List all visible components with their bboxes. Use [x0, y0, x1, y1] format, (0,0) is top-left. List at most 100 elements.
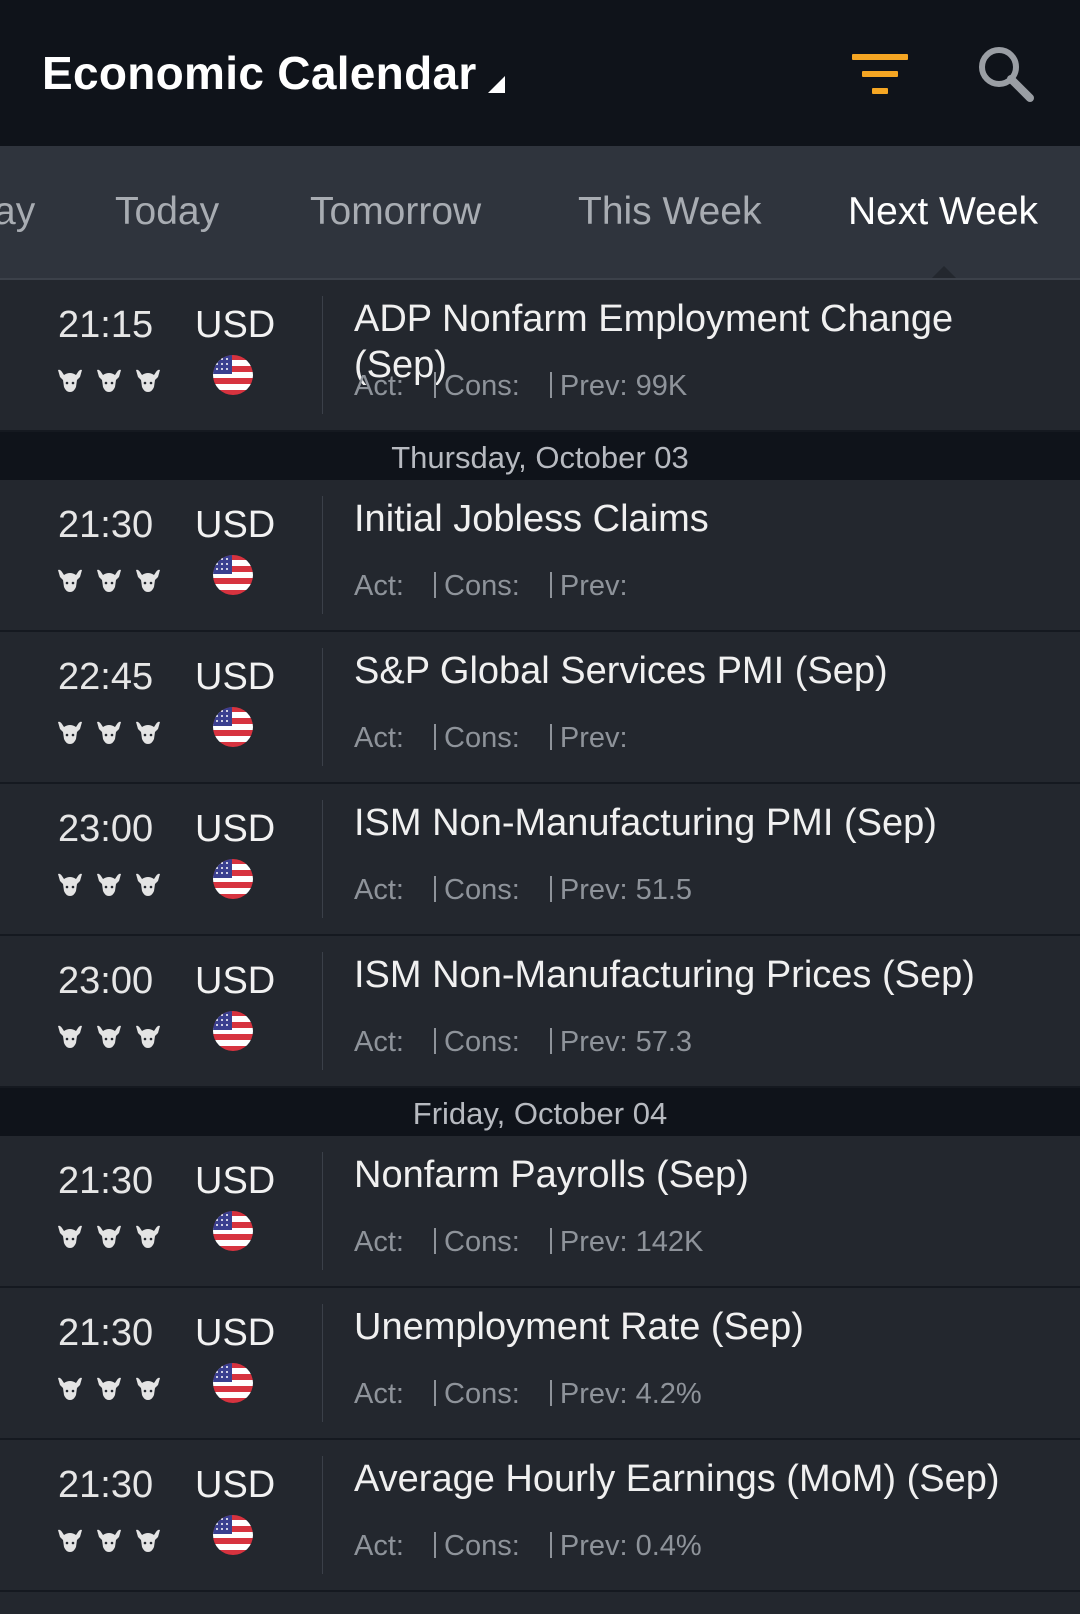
event-title: ISM Non-Manufacturing Prices (Sep): [354, 954, 975, 996]
actual-label: Act:: [354, 1378, 404, 1410]
event-time: 21:30: [58, 1312, 154, 1354]
bull-icon: [136, 369, 160, 392]
us-flag-icon: [212, 354, 254, 396]
us-flag-icon: [212, 1514, 254, 1556]
event-values: Act: Cons: Prev: 99K: [354, 370, 687, 403]
consensus-label: Cons:: [444, 874, 520, 906]
dropdown-caret-icon[interactable]: [488, 76, 505, 93]
importance-bulls: [52, 1220, 164, 1254]
column-divider: [322, 800, 323, 918]
tab-today[interactable]: Today: [115, 190, 220, 233]
bull-icon: [97, 721, 121, 744]
consensus-label: Cons:: [444, 370, 520, 402]
event-row[interactable]: 21:15 USD ADP Nonfarm Employment Change (S…: [0, 280, 1080, 432]
event-time: 22:45: [58, 656, 154, 698]
us-flag-icon: [212, 1362, 254, 1404]
value-separator: [434, 572, 437, 598]
importance-bulls: [52, 868, 164, 902]
bull-icon: [97, 873, 121, 896]
column-divider: [322, 496, 323, 614]
date-range-tabs: ay Today Tomorrow This Week Next Week: [0, 146, 1080, 280]
filter-icon[interactable]: [850, 52, 910, 96]
bull-icon: [58, 1025, 82, 1048]
event-values: Act: Cons: Prev: 0.4%: [354, 1530, 702, 1563]
page-title[interactable]: Economic Calendar: [42, 47, 477, 99]
event-row[interactable]: 23:00 USD ISM Non-Manufacturing PMI (Sep) A…: [0, 784, 1080, 936]
event-values: Act: Cons: Prev:: [354, 722, 628, 755]
event-currency: USD: [195, 504, 276, 546]
previous-label: Prev:: [559, 1226, 628, 1258]
value-separator: [434, 876, 437, 902]
column-divider: [322, 1304, 323, 1422]
previous-label: Prev:: [559, 1530, 628, 1562]
consensus-label: Cons:: [444, 570, 520, 602]
consensus-label: Cons:: [444, 722, 520, 754]
event-currency: USD: [195, 1160, 276, 1202]
event-row[interactable]: 21:30 USD Unemployment Rate (Sep) Act: Cons…: [0, 1288, 1080, 1440]
value-separator: [549, 572, 552, 598]
event-values: Act: Cons: Prev: 57.3: [354, 1026, 692, 1059]
previous-value: 99K: [635, 370, 688, 402]
event-currency: USD: [195, 960, 276, 1002]
tab-tomorrow[interactable]: Tomorrow: [310, 190, 482, 233]
event-time: 21:30: [58, 504, 154, 546]
search-icon[interactable]: [976, 44, 1034, 102]
column-divider: [322, 648, 323, 766]
bull-icon: [136, 1025, 160, 1048]
bull-icon: [97, 1225, 121, 1248]
event-values: Act: Cons: Prev: 142K: [354, 1226, 703, 1259]
bull-icon: [136, 1529, 160, 1552]
event-currency: USD: [195, 656, 276, 698]
us-flag-icon: [212, 1210, 254, 1252]
actual-label: Act:: [354, 570, 404, 602]
date-header: Thursday, October 03: [0, 432, 1080, 480]
importance-bulls: [52, 364, 164, 398]
event-time: 23:00: [58, 808, 154, 850]
event-title: Average Hourly Earnings (MoM) (Sep): [354, 1458, 1000, 1500]
us-flag-icon: [212, 706, 254, 748]
tab-this-week[interactable]: This Week: [578, 190, 762, 233]
active-tab-indicator: [932, 266, 956, 278]
event-row[interactable]: 23:00 USD ISM Non-Manufacturing Prices (Se…: [0, 936, 1080, 1088]
tab-yesterday[interactable]: ay: [0, 190, 36, 233]
actual-label: Act:: [354, 1226, 404, 1258]
consensus-label: Cons:: [444, 1026, 520, 1058]
bull-icon: [97, 369, 121, 392]
app-bar: Economic Calendar: [0, 0, 1080, 146]
event-time: 21:30: [58, 1160, 154, 1202]
value-separator: [434, 1380, 437, 1406]
previous-value: 0.4%: [635, 1530, 702, 1562]
event-time: 21:30: [58, 1464, 154, 1506]
us-flag-icon: [212, 554, 254, 596]
value-separator: [549, 876, 552, 902]
event-title: ISM Non-Manufacturing PMI (Sep): [354, 802, 937, 844]
column-divider: [322, 296, 323, 414]
event-time: 21:15: [58, 304, 154, 346]
bull-icon: [136, 1225, 160, 1248]
event-row[interactable]: 22:45 USD S&P Global Services PMI (Sep) Act…: [0, 632, 1080, 784]
tab-next-week[interactable]: Next Week: [848, 190, 1039, 233]
event-row[interactable]: 21:30 USD Nonfarm Payrolls (Sep) Act: Cons:…: [0, 1136, 1080, 1288]
bull-icon: [58, 569, 82, 592]
value-separator: [434, 1228, 437, 1254]
event-values: Act: Cons: Prev:: [354, 570, 628, 603]
event-row[interactable]: 21:30 USD Average Hourly Earnings (MoM) (S…: [0, 1440, 1080, 1592]
importance-bulls: [52, 1524, 164, 1558]
value-separator: [549, 1532, 552, 1558]
value-separator: [434, 1028, 437, 1054]
event-row[interactable]: 21:30 USD Initial Jobless Claims Act: Cons:…: [0, 480, 1080, 632]
bull-icon: [97, 1529, 121, 1552]
bull-icon: [136, 721, 160, 744]
event-values: Act: Cons: Prev: 51.5: [354, 874, 692, 907]
consensus-label: Cons:: [444, 1226, 520, 1258]
event-title: Initial Jobless Claims: [354, 498, 709, 540]
bull-icon: [58, 369, 82, 392]
bull-icon: [58, 1529, 82, 1552]
value-separator: [549, 372, 552, 398]
bull-icon: [136, 569, 160, 592]
bull-icon: [136, 873, 160, 896]
previous-label: Prev:: [559, 570, 628, 602]
event-currency: USD: [195, 808, 276, 850]
bull-icon: [58, 1225, 82, 1248]
date-header: Friday, October 04: [0, 1088, 1080, 1136]
